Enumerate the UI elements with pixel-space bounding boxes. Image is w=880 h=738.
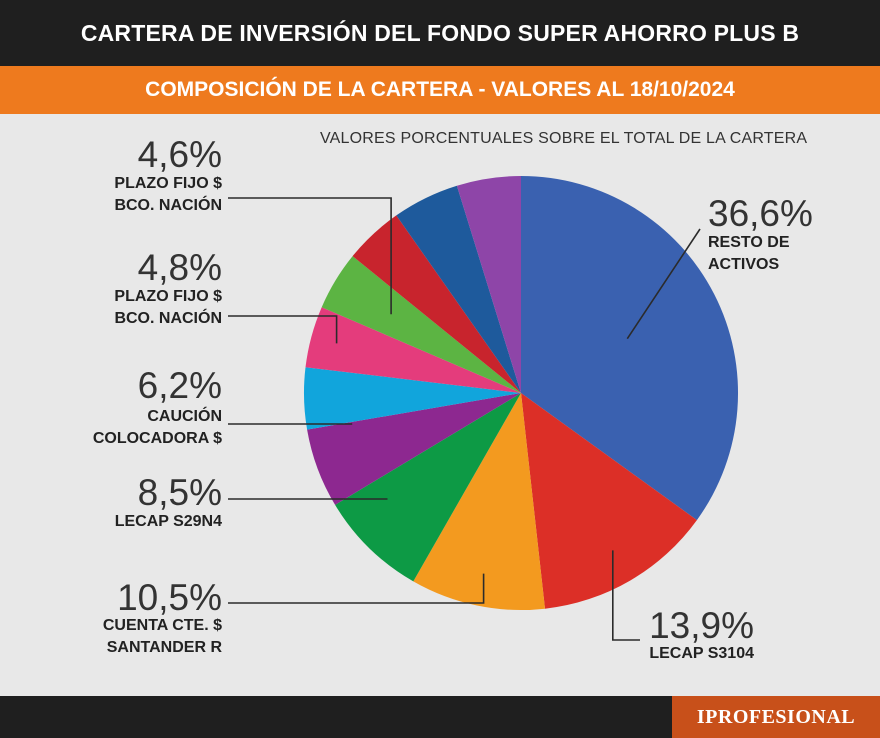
leader-line-6 bbox=[228, 315, 338, 344]
slice-category-label: SANTANDER R bbox=[107, 639, 223, 656]
pie-slices bbox=[303, 176, 739, 611]
pie-slice-5 bbox=[303, 367, 521, 430]
iprofesional-logo: IPROFESIONAL bbox=[672, 696, 880, 738]
leader-lines bbox=[228, 197, 701, 641]
slice-value-label: 6,2% bbox=[138, 365, 222, 406]
footer-bar: IPROFESIONAL bbox=[0, 696, 880, 738]
slice-category-label: BCO. NACIÓN bbox=[114, 195, 222, 214]
slice-value-label: 8,5% bbox=[138, 472, 222, 513]
pie-slice-0 bbox=[521, 176, 739, 521]
pie-slice-4 bbox=[307, 393, 521, 505]
slice-category-label: PLAZO FIJO $ bbox=[114, 175, 222, 192]
pie-chart: 36,6%RESTO DE ACTIVOS 13,9%LECAP S3104 10,5… bbox=[93, 134, 813, 662]
pie-slice-9 bbox=[396, 185, 521, 393]
slice-value-label: 4,6% bbox=[138, 134, 222, 175]
pie-slice-7 bbox=[321, 256, 521, 393]
slice-category-label: PLAZO FIJO $ bbox=[114, 288, 222, 305]
slice-category-label: LECAP S29N4 bbox=[115, 513, 222, 530]
slice-category-label: CUENTA CTE. $ bbox=[103, 617, 222, 634]
slice-category-label: LECAP S3104 bbox=[649, 645, 754, 662]
slice-value-label: 13,9% bbox=[649, 605, 754, 646]
slice-value-label: 4,8% bbox=[138, 247, 222, 288]
chart-note: VALORES PORCENTUALES SOBRE EL TOTAL DE L… bbox=[320, 130, 808, 147]
leader-line-2 bbox=[228, 573, 485, 604]
chart-title: CARTERA DE INVERSIÓN DEL FONDO SUPER AHO… bbox=[0, 0, 880, 66]
pie-slice-6 bbox=[305, 307, 521, 393]
leader-line-1 bbox=[611, 550, 640, 641]
slice-labels: 36,6%RESTO DE ACTIVOS 13,9%LECAP S3104 10,5… bbox=[93, 134, 813, 662]
leader-line-0 bbox=[626, 228, 701, 340]
slice-category-label: ACTIVOS bbox=[708, 256, 779, 273]
slice-value-label: 36,6% bbox=[708, 193, 813, 234]
leader-line-7 bbox=[228, 197, 392, 315]
pie-slice-3 bbox=[335, 393, 521, 582]
slice-category-label: CAUCIÓN bbox=[147, 406, 222, 425]
slice-category-label: RESTO DE bbox=[708, 234, 790, 251]
pie-slice-2 bbox=[413, 393, 545, 611]
pie-slice-8 bbox=[352, 215, 521, 393]
slice-category-label: BCO. NACIÓN bbox=[114, 308, 222, 327]
chart-subtitle: COMPOSICIÓN DE LA CARTERA - VALORES AL 1… bbox=[0, 66, 880, 114]
slice-value-label: 10,5% bbox=[117, 577, 222, 618]
slice-category-label: COLOCADORA $ bbox=[93, 430, 222, 447]
pie-slice-10 bbox=[456, 176, 521, 393]
pie-slice-1 bbox=[521, 393, 697, 609]
